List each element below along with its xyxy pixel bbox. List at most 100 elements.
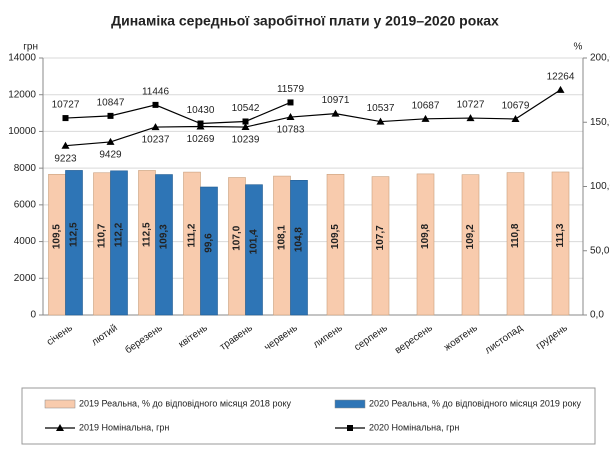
x-tick-label: червень — [262, 323, 299, 354]
y2-tick-label: 0,0 — [590, 310, 604, 321]
y2-tick-label: 50,0 — [590, 245, 610, 256]
legend-label: 2020 Номінальна, грн — [369, 422, 459, 432]
y2-tick-label: 150,0 — [590, 117, 610, 128]
marker — [242, 118, 249, 125]
line-value-label: 10237 — [142, 135, 170, 146]
x-tick-label: лютий — [90, 323, 120, 349]
bar-value-label: 110,7 — [97, 223, 108, 248]
bar — [65, 170, 83, 316]
bar — [155, 174, 173, 316]
legend-marker — [347, 425, 353, 431]
marker — [511, 114, 520, 122]
line-value-label: 10239 — [232, 135, 260, 146]
y-tick-label: 2000 — [14, 273, 37, 284]
y-tick-label: 10000 — [8, 126, 36, 137]
x-tick-label: травень — [218, 323, 255, 353]
line-value-label: 10679 — [502, 101, 530, 112]
line-value-label: 10727 — [457, 100, 485, 111]
bar-value-label: 111,3 — [555, 223, 566, 247]
x-tick-label: жовтень — [442, 323, 480, 354]
bar-value-label: 107,0 — [232, 225, 243, 250]
x-tick-label: листопад — [483, 323, 525, 357]
bar-value-label: 108,1 — [277, 225, 288, 250]
line-value-label: 9223 — [54, 153, 77, 164]
line-value-label: 12264 — [547, 72, 575, 83]
line-value-label: 10971 — [322, 95, 350, 106]
marker — [241, 123, 250, 131]
bar-value-label: 112,5 — [142, 222, 153, 247]
line-value-label: 10783 — [277, 125, 305, 136]
bar-value-label: 99,6 — [204, 233, 215, 253]
bar — [245, 184, 263, 316]
bar-value-label: 111,2 — [187, 223, 198, 247]
legend-swatch — [44, 399, 76, 409]
y-tick-label: 4000 — [14, 236, 37, 247]
bar — [461, 174, 480, 316]
marker — [376, 117, 385, 125]
bar-value-label: 104,8 — [294, 227, 305, 252]
marker — [286, 113, 295, 121]
marker — [107, 112, 114, 119]
line-value-label: 10269 — [187, 134, 215, 145]
legend-box — [21, 387, 596, 445]
line-value-label: 10687 — [412, 100, 440, 111]
bar — [551, 171, 570, 316]
y-tick-label: 0 — [30, 310, 36, 321]
bar-value-label: 109,5 — [52, 224, 63, 249]
bar — [371, 176, 390, 316]
y-tick-label: 8000 — [14, 163, 37, 174]
bar-value-label: 107,7 — [375, 225, 386, 250]
y2-axis-label: % — [574, 42, 583, 53]
x-tick-label: січень — [45, 323, 75, 348]
x-tick-label: грудень — [534, 323, 570, 353]
line-value-label: 11446 — [142, 87, 170, 98]
marker — [421, 114, 430, 122]
y2-tick-label: 100,0 — [590, 181, 610, 192]
marker — [466, 114, 475, 122]
line-value-label: 10727 — [52, 100, 80, 111]
bar-value-label: 110,8 — [510, 223, 521, 248]
marker — [61, 141, 70, 149]
legend-label: 2020 Реальна, % до відповідного місяця 2… — [369, 398, 581, 408]
bar — [326, 173, 345, 316]
bar-value-label: 109,2 — [465, 224, 476, 249]
legend-label: 2019 Номінальна, грн — [79, 422, 169, 432]
line-value-label: 9429 — [99, 150, 122, 161]
x-tick-label: березень — [123, 322, 165, 356]
marker — [197, 120, 204, 127]
marker — [331, 109, 340, 117]
line-value-label: 10542 — [232, 103, 260, 114]
bar — [416, 173, 435, 316]
line — [65, 101, 291, 125]
chart-title: Динаміка середньої заробітної плати у 20… — [111, 13, 499, 29]
y-tick-label: 6000 — [14, 199, 37, 210]
bar-value-label: 109,8 — [420, 224, 431, 249]
line — [65, 89, 561, 147]
x-tick-label: липень — [311, 323, 344, 351]
y2-tick-label: 200,0 — [590, 53, 610, 64]
y-axis-label: грн — [23, 42, 38, 53]
marker — [556, 85, 565, 93]
line-value-label: 10847 — [97, 98, 125, 109]
bar-value-label: 109,5 — [330, 224, 341, 249]
bar-value-label: 101,4 — [249, 229, 260, 254]
line-value-label: 10537 — [367, 103, 395, 114]
bar — [290, 180, 308, 316]
marker — [152, 101, 159, 108]
bar-value-label: 109,3 — [159, 224, 170, 249]
marker — [62, 115, 69, 122]
bar — [200, 186, 218, 316]
y-tick-label: 12000 — [8, 89, 36, 100]
bar-value-label: 112,5 — [69, 222, 80, 247]
x-tick-label: вересень — [393, 323, 435, 357]
line-value-label: 11579 — [277, 84, 305, 95]
legend-swatch — [334, 399, 366, 409]
legend-marker — [56, 424, 64, 431]
y-tick-label: 14000 — [8, 53, 36, 64]
line-value-label: 10430 — [187, 105, 215, 116]
marker — [287, 99, 294, 106]
bar — [506, 172, 525, 316]
bar-value-label: 112,2 — [114, 222, 125, 247]
x-tick-label: серпень — [352, 323, 389, 354]
